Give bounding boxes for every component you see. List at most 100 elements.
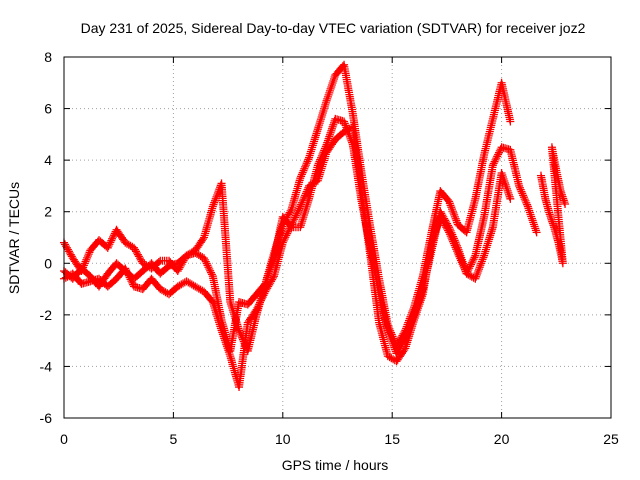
- data-point: [453, 248, 462, 257]
- data-trace-segment: [480, 163, 497, 219]
- x-tick-label: 0: [60, 431, 68, 447]
- data-trace-segment: [445, 199, 462, 227]
- data-trace-segment: [158, 256, 171, 265]
- data-trace-segment: [506, 148, 523, 188]
- data-trace-segment: [464, 270, 478, 282]
- data-trace-segment: [148, 276, 163, 292]
- data-point: [296, 202, 305, 211]
- data-point: [445, 197, 454, 206]
- data-trace-segment: [218, 328, 234, 359]
- data-trace-segment: [192, 235, 207, 253]
- data-trace-segment: [209, 300, 225, 333]
- data-point: [208, 202, 217, 211]
- y-tick-label: 0: [44, 255, 52, 271]
- data-trace-segment: [193, 283, 207, 295]
- plot-frame: [63, 56, 612, 419]
- data-trace-segment: [541, 196, 554, 217]
- data-trace-segment: [323, 137, 339, 155]
- data-trace-segment: [157, 263, 172, 277]
- y-tick-label: 6: [44, 101, 52, 117]
- data-trace-segment: [244, 307, 260, 325]
- data-trace-segment: [445, 230, 461, 256]
- data-trace-segment: [375, 276, 392, 328]
- data-trace-segment: [323, 73, 339, 103]
- data-trace-segment: [419, 240, 436, 297]
- data-trace-segment: [498, 80, 514, 124]
- data-point: [497, 169, 506, 178]
- data-point: [173, 267, 182, 276]
- data-point: [471, 274, 480, 283]
- x-axis-label: GPS time / hours: [282, 457, 389, 473]
- y-tick-label: 2: [44, 204, 52, 220]
- data-trace-segment: [314, 98, 330, 132]
- data-trace-segment: [357, 189, 374, 258]
- data-trace-segment: [548, 145, 560, 173]
- data-trace-segment: [288, 176, 304, 212]
- data-trace-segment: [235, 320, 252, 389]
- data-point: [383, 326, 392, 335]
- chart-title: Day 231 of 2025, Sidereal Day-to-day VTE…: [81, 20, 586, 36]
- data-trace-segment: [297, 183, 313, 209]
- data-trace-segment: [375, 320, 392, 358]
- data-trace-segment: [200, 255, 216, 279]
- data-trace-segment: [480, 225, 497, 258]
- data-trace-segment: [410, 292, 427, 322]
- data-point: [130, 243, 139, 252]
- data-point: [445, 228, 454, 237]
- data-trace-segment: [253, 281, 268, 297]
- data-point: [506, 194, 515, 203]
- y-tick-label: -2: [40, 307, 53, 323]
- data-trace-segment: [131, 245, 146, 266]
- data-trace-segment: [498, 171, 514, 201]
- data-trace-segment: [288, 204, 304, 227]
- data-point: [401, 344, 410, 353]
- x-tick-label: 25: [603, 431, 619, 447]
- data-point: [121, 264, 130, 273]
- data-point: [515, 181, 524, 190]
- data-trace-segment: [314, 150, 330, 183]
- data-trace-segment: [131, 268, 146, 282]
- data-trace-segment: [463, 196, 479, 235]
- data-trace-segment: [437, 214, 453, 235]
- y-tick-label: -4: [40, 358, 53, 374]
- y-tick-label: -6: [40, 410, 53, 426]
- data-trace-segment: [349, 124, 366, 193]
- grid-lines: [64, 57, 611, 418]
- data-trace-segment: [402, 318, 418, 351]
- data-series: [60, 60, 570, 392]
- data-point: [427, 238, 436, 247]
- data-point: [296, 174, 305, 183]
- data-trace-segment: [70, 271, 85, 287]
- data-trace-segment: [471, 214, 488, 258]
- data-trace-segment: [289, 223, 303, 232]
- data-point: [200, 254, 209, 263]
- data-trace-segment: [366, 253, 383, 325]
- data-trace-segment: [557, 188, 569, 207]
- series-track-2: [60, 114, 541, 358]
- data-trace-segment: [537, 173, 549, 201]
- data-trace-segment: [332, 62, 347, 78]
- data-trace-segment: [61, 240, 76, 261]
- data-trace-segment: [471, 153, 488, 201]
- data-point: [488, 161, 497, 170]
- series-track-4: [536, 143, 570, 268]
- data-trace-segment: [105, 276, 120, 290]
- data-point: [545, 210, 554, 219]
- data-trace-segment: [296, 196, 313, 230]
- tick-labels: 0 5 10 15 20 25 -6 -4 -2 0 2 4 6 8: [40, 49, 619, 447]
- data-point: [261, 287, 270, 296]
- data-trace-segment: [297, 155, 313, 181]
- data-trace-segment: [253, 289, 269, 312]
- data-point: [436, 212, 445, 221]
- data-trace-segment: [123, 239, 137, 251]
- data-point: [217, 326, 226, 335]
- data-trace-segment: [270, 240, 287, 279]
- axis-ticks: [63, 56, 612, 419]
- data-trace-segment: [217, 181, 235, 304]
- data-trace-segment: [340, 62, 357, 116]
- data-trace-segment: [270, 214, 287, 261]
- data-trace-segment: [262, 256, 278, 286]
- data-point: [278, 238, 287, 247]
- data-trace-segment: [166, 283, 181, 297]
- data-trace-segment: [524, 204, 540, 235]
